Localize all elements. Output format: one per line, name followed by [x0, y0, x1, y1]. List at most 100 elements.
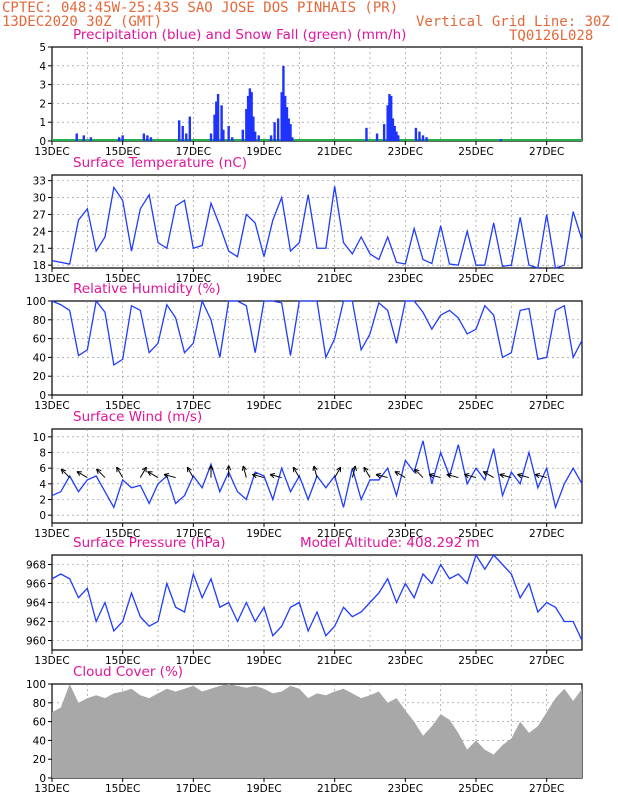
precip-bar	[393, 125, 396, 141]
x-tick-label: 21DEC	[317, 528, 352, 540]
y-tick-label: 962	[26, 617, 46, 629]
x-tick-label: 13DEC	[34, 783, 69, 795]
wind-arrow	[482, 471, 494, 478]
x-tick-label: 17DEC	[176, 400, 211, 412]
y-tick-label: 80	[33, 698, 46, 710]
wind-arrow	[96, 468, 106, 478]
x-tick-label: 15DEC	[105, 273, 140, 285]
x-tick-label: 15DEC	[105, 400, 140, 412]
x-tick-label: 23DEC	[388, 528, 423, 540]
precip-bar	[276, 118, 280, 141]
precip-bar	[89, 137, 93, 141]
precip-bar	[121, 135, 124, 141]
plot-frame	[51, 174, 583, 269]
y-tick-label: 8	[39, 448, 46, 460]
precip-bar	[382, 124, 386, 141]
y-tick-label: 0	[39, 136, 46, 148]
precip-bar	[227, 125, 230, 141]
y-tick-label: 960	[26, 636, 46, 648]
x-tick-label: 15DEC	[105, 655, 140, 667]
wind-arrow	[76, 471, 88, 478]
y-tick-label: 4	[39, 61, 46, 73]
x-tick-label: 25DEC	[458, 528, 493, 540]
plot-frame	[51, 300, 583, 396]
precip-bar	[215, 101, 218, 141]
precip-bar	[188, 116, 191, 141]
precip-bar	[273, 122, 276, 141]
model-altitude-label: Model Altitude: 408.292 m	[300, 535, 480, 551]
header-location: CPTEC: 048:45W-25:43S SAO JOSE DOS PINHA…	[2, 0, 398, 16]
x-tick-label: 17DEC	[176, 528, 211, 540]
wind-arrow	[139, 466, 147, 478]
y-tick-label: 1	[39, 117, 46, 129]
wind-arrow	[534, 473, 547, 479]
x-tick-label: 27DEC	[529, 273, 564, 285]
x-tick-label: 23DEC	[388, 400, 423, 412]
wind-arrow	[464, 473, 477, 479]
wind-arrow	[292, 466, 300, 478]
x-tick-label: 19DEC	[246, 528, 281, 540]
x-tick-label: 19DEC	[246, 400, 281, 412]
precip-bar	[425, 137, 428, 141]
x-tick-label: 25DEC	[458, 400, 493, 412]
precip-bar	[220, 105, 223, 141]
x-tick-label: 23DEC	[388, 783, 423, 795]
series-line-humidity	[51, 298, 583, 366]
precip-bar	[252, 116, 255, 141]
x-tick-label: 13DEC	[34, 400, 69, 412]
precip-bar	[82, 135, 85, 141]
precip-bar	[253, 131, 257, 141]
y-tick-label: 968	[26, 560, 46, 572]
x-tick-label: 13DEC	[34, 273, 69, 285]
precip-bar	[386, 105, 389, 141]
x-tick-label: 17DEC	[176, 655, 211, 667]
x-tick-label: 13DEC	[34, 655, 69, 667]
y-tick-label: 33	[33, 176, 46, 188]
precip-bar	[75, 133, 78, 141]
wind-arrow	[499, 473, 512, 479]
precip-bar	[181, 125, 184, 141]
y-tick-label: 0	[39, 390, 46, 402]
x-tick-label: 21DEC	[317, 273, 352, 285]
wind-arrow	[446, 473, 459, 479]
x-tick-label: 19DEC	[246, 783, 281, 795]
y-tick-label: 60	[33, 717, 46, 729]
y-tick-label: 966	[26, 579, 46, 591]
x-tick-label: 21DEC	[317, 146, 352, 158]
precip-bar	[222, 129, 225, 141]
y-tick-label: 6	[39, 463, 46, 475]
wind-arrow	[226, 465, 232, 478]
precip-bar	[248, 88, 252, 141]
x-tick-label: 23DEC	[388, 273, 423, 285]
wind-arrow	[116, 466, 124, 478]
precip-bar	[241, 129, 244, 141]
y-tick-label: 5	[39, 42, 46, 54]
precip-bar	[117, 137, 121, 141]
panel-title: Relative Humidity (%)	[73, 281, 221, 297]
y-tick-label: 24	[33, 226, 47, 238]
precip-bar	[391, 118, 395, 141]
y-tick-label: 100	[26, 679, 46, 691]
series-line-pressure	[51, 553, 583, 641]
y-tick-label: 40	[33, 352, 46, 364]
x-tick-label: 17DEC	[176, 783, 211, 795]
y-tick-label: 10	[33, 432, 46, 444]
y-tick-label: 30	[33, 193, 46, 205]
wind-arrow	[60, 468, 71, 478]
precip-bar	[291, 137, 294, 141]
precip-bar	[146, 135, 149, 141]
x-tick-label: 19DEC	[246, 146, 281, 158]
panel-temperature: 18 21 24 27 30 33 13DEC 15DEC 17DEC 19DEC 21DEC 23D…	[33, 155, 583, 285]
plot-frame	[51, 46, 583, 142]
precip-bar	[245, 109, 248, 141]
precip-bar	[284, 95, 287, 141]
x-tick-label: 23DEC	[388, 146, 423, 158]
x-tick-label: 15DEC	[105, 146, 140, 158]
precip-bar	[250, 92, 253, 141]
panel-wind: 0 2 4 6 8 10 13DEC 15DEC 17DEC 19DEC 21DEC 23DEC 25D…	[33, 409, 583, 540]
x-tick-label: 27DEC	[529, 783, 564, 795]
header-date: 13DEC2020 30Z (GMT)	[2, 14, 162, 30]
precip-bar	[209, 133, 213, 141]
series-line-temperature	[51, 185, 583, 269]
